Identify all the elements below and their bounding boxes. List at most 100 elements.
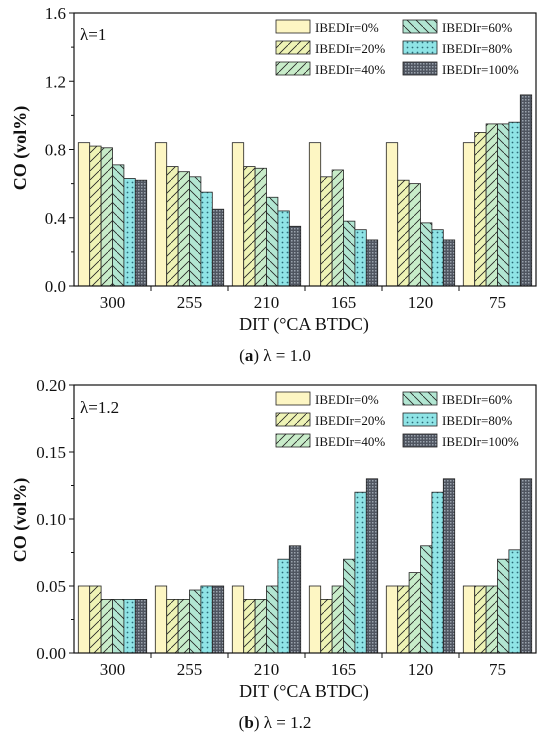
- legend-swatch-a-1: [275, 40, 311, 55]
- bar-b-120-s0-fill: [386, 586, 398, 653]
- bar-b-255-s5: [211, 585, 225, 654]
- y-tick-label-b-3: 0.15: [36, 443, 66, 462]
- bar-a-120-s5: [442, 239, 456, 287]
- legend-item-a-5: IBEDIr=100%: [402, 61, 519, 77]
- y-tick-label-b-2: 0.10: [36, 510, 66, 529]
- x-tick-label-a-300: 300: [100, 293, 126, 312]
- bar-b-300-s0-fill: [78, 586, 90, 653]
- legend-swatch-a-1-pattern: [276, 41, 310, 54]
- bar-b-300-s0: [77, 585, 91, 654]
- bar-a-165-s1: [320, 176, 333, 287]
- y-tick-label-b-1: 0.05: [36, 577, 66, 596]
- legend-swatch-a-5-pattern: [403, 62, 437, 75]
- bar-b-165-s3-pattern: [343, 559, 355, 653]
- bar-b-300-s4-pattern: [123, 599, 136, 653]
- bar-a-165-s2-pattern: [332, 169, 344, 286]
- bar-a-255-s2-pattern: [178, 171, 190, 286]
- bar-b-75-s4-pattern: [508, 549, 521, 653]
- y-tick-label-b-4: 0.20: [36, 376, 66, 395]
- legend-label-b-0: IBEDIr=0%: [315, 392, 379, 407]
- bar-a-165-s1-pattern: [320, 176, 333, 286]
- legend-label-a-0: IBEDIr=0%: [315, 20, 379, 35]
- bar-b-120-s1-pattern: [397, 586, 410, 653]
- bar-a-165-s2: [331, 169, 344, 287]
- bar-b-75-s5-pattern: [520, 478, 532, 653]
- legend-swatch-a-3: [402, 19, 438, 34]
- bar-b-165-s5: [365, 478, 379, 654]
- bar-b-210-s2-pattern: [255, 599, 267, 653]
- bar-a-300-s4-pattern: [123, 178, 136, 286]
- bar-a-75-s2: [485, 123, 498, 287]
- bar-a-300-s0: [77, 142, 91, 287]
- bar-b-75-s5: [519, 478, 533, 654]
- legend-swatch-b-3: [402, 391, 438, 406]
- bar-a-75-s3: [497, 123, 510, 287]
- bar-a-165-s5: [365, 239, 379, 287]
- bar-a-300-s3: [112, 164, 125, 287]
- legend-item-a-4: IBEDIr=80%: [402, 40, 512, 56]
- bar-a-255-s5-pattern: [212, 209, 224, 286]
- x-tick-label-b-255: 255: [177, 660, 203, 679]
- bar-a-120-s1-pattern: [397, 180, 410, 286]
- bar-a-165-s4: [354, 229, 367, 287]
- bar-b-165-s0: [308, 585, 322, 654]
- x-tick-label-a-210: 210: [254, 293, 280, 312]
- bar-a-210-s3: [266, 196, 279, 287]
- bar-b-75-s1-pattern: [474, 586, 487, 653]
- bar-a-75-s5-pattern: [520, 94, 532, 287]
- bar-b-165-s1-pattern: [320, 599, 333, 653]
- bar-a-165-s4-pattern: [354, 229, 367, 286]
- bar-b-255-s4: [200, 585, 213, 654]
- legend-swatch-b-5: [402, 433, 438, 448]
- bar-a-210-s5-pattern: [289, 226, 301, 286]
- chart-panel-a: λ=1 CO (vol%) DIT (°CA BTDC) (a) λ = 1.0…: [10, 4, 537, 365]
- bar-a-255-s4: [200, 191, 213, 287]
- bar-a-165-s5-pattern: [366, 239, 378, 286]
- legend-b: IBEDIr=0% IBEDIr=20% IBEDIr=40% IBEDIr=60% I…: [275, 391, 519, 449]
- bar-b-210-s1-pattern: [243, 599, 256, 653]
- bar-b-300-s2-pattern: [101, 599, 113, 653]
- legend-swatch-b-4: [402, 412, 438, 427]
- legend-label-a-2: IBEDIr=40%: [315, 62, 385, 77]
- bar-b-75-s3-pattern: [497, 559, 509, 653]
- bar-a-120-s2: [408, 183, 421, 287]
- bar-b-300-s5: [134, 599, 148, 654]
- bar-b-120-s3: [420, 545, 433, 654]
- bar-a-255-s0: [154, 142, 168, 287]
- x-tick-label-b-165: 165: [331, 660, 357, 679]
- legend-swatch-a-3-outline: [402, 19, 438, 34]
- legend-label-b-2: IBEDIr=40%: [315, 434, 385, 449]
- legend-swatch-b-2-pattern: [276, 434, 310, 447]
- legend-item-b-4: IBEDIr=80%: [402, 412, 512, 428]
- bar-b-165-s2: [331, 585, 344, 654]
- panel-label-a: λ=1: [80, 25, 106, 44]
- x-tick-label-b-120: 120: [408, 660, 434, 679]
- bar-b-75-s0: [462, 585, 476, 654]
- bar-b-120-s3-pattern: [420, 545, 432, 653]
- bar-a-120-s4: [431, 229, 444, 287]
- x-tick-label-a-255: 255: [177, 293, 203, 312]
- bar-b-255-s2: [177, 599, 190, 654]
- bar-b-120-s5-pattern: [443, 478, 455, 653]
- bar-a-255-s3-pattern: [189, 176, 201, 286]
- bar-b-210-s0-fill: [232, 586, 244, 653]
- bar-a-255-s1-pattern: [166, 166, 179, 286]
- bar-a-300-s5: [134, 179, 148, 287]
- bar-b-210-s1: [243, 599, 256, 654]
- legend-item-b-2: IBEDIr=40%: [275, 433, 385, 449]
- bar-a-75-s2-pattern: [486, 123, 498, 286]
- bar-b-300-s3-pattern: [112, 599, 124, 653]
- legend-swatch-b-3-outline: [402, 391, 438, 406]
- legend-item-b-1: IBEDIr=20%: [275, 412, 385, 428]
- bar-a-75-s0-fill: [463, 142, 475, 286]
- legend-swatch-a-2: [275, 61, 311, 76]
- bar-b-210-s3: [266, 585, 279, 654]
- legend-swatch-b-2: [275, 433, 311, 448]
- legend-item-b-0: IBEDIr=0%: [275, 391, 379, 407]
- bar-a-255-s4-pattern: [200, 192, 213, 286]
- legend-item-b-3: IBEDIr=60%: [402, 391, 512, 407]
- chart-panel-b: λ=1.2 CO (vol%) DIT (°CA BTDC) (b) λ = 1…: [10, 376, 537, 732]
- bar-b-255-s2-pattern: [178, 599, 190, 653]
- bar-b-75-s1: [474, 585, 487, 654]
